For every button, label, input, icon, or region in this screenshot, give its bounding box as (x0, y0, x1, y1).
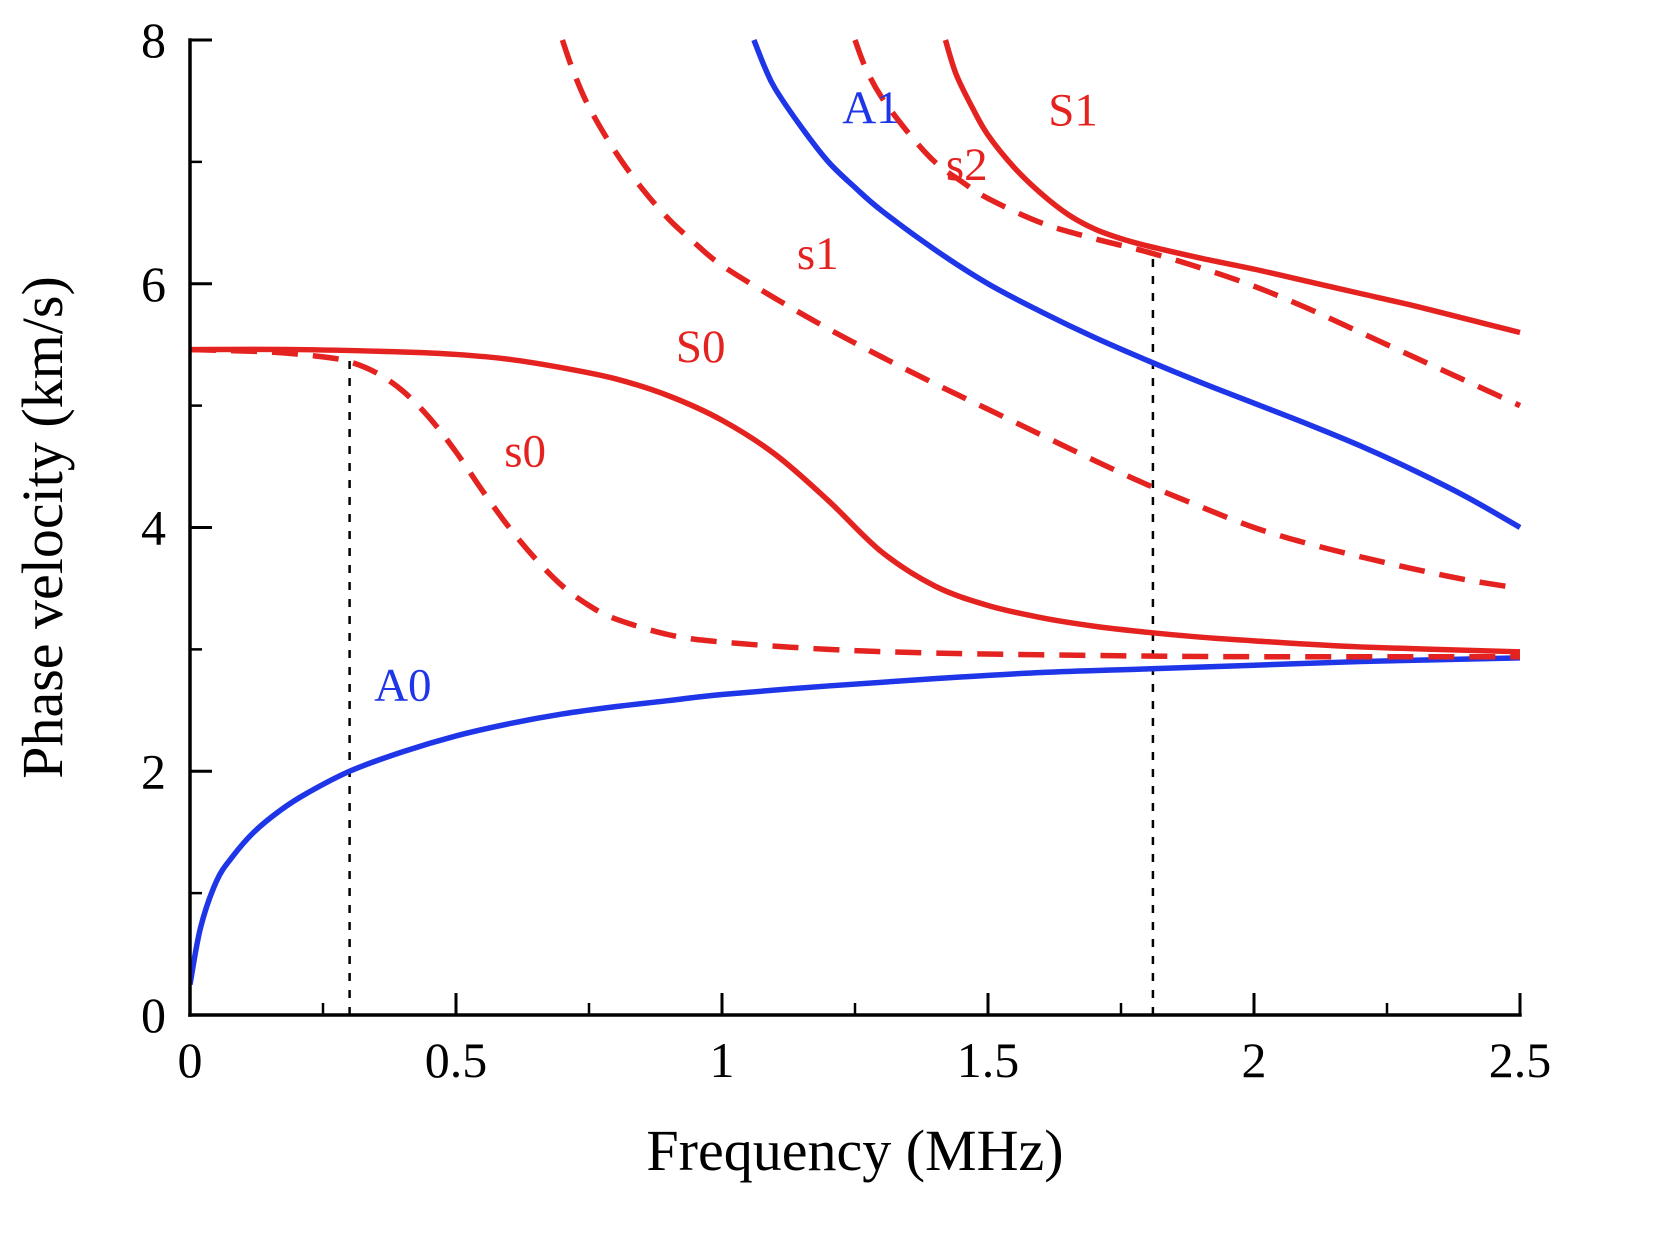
series-s1 (559, 39, 1521, 592)
curves-group (189, 38, 1522, 986)
series-A1 (751, 38, 1522, 530)
x-tick-label: 0 (178, 1032, 203, 1088)
x-tick-label: 2 (1242, 1032, 1267, 1088)
y-tick-label: 4 (141, 500, 166, 556)
y-tick-label: 2 (141, 743, 166, 799)
series-s2 (852, 39, 1522, 409)
y-tick-label: 8 (141, 12, 166, 68)
series-s0 (189, 346, 1521, 660)
x-tick-label: 1.5 (957, 1032, 1020, 1088)
series-S0 (189, 346, 1521, 655)
curve-label-s2: s2 (946, 139, 988, 191)
curve-labels: A1 S1 s2 s1 S0 s0 A0 (374, 82, 1098, 712)
curve-label-s0: s0 (504, 426, 546, 478)
curve-label-S1: S1 (1048, 84, 1098, 136)
y-tick-label: 0 (141, 987, 166, 1043)
y-axis-title: Phase velocity (km/s) (10, 276, 75, 779)
curve-label-A1: A1 (842, 82, 899, 134)
x-axis-title: Frequency (MHz) (646, 1118, 1063, 1183)
y-tick-label: 6 (141, 256, 166, 312)
x-tick-label: 1 (710, 1032, 735, 1088)
series-S1 (942, 39, 1521, 336)
series-A0 (189, 655, 1521, 986)
x-tick-label: 2.5 (1489, 1032, 1552, 1088)
curve-label-s1: s1 (797, 228, 839, 280)
x-tick-label: 0.5 (425, 1032, 488, 1088)
curve-label-S0: S0 (676, 321, 726, 373)
reference-lines (348, 247, 1155, 1015)
axes: 0 0.5 1 1.5 2 2.5 0 2 4 6 8 (141, 12, 1551, 1088)
curve-label-A0: A0 (374, 660, 431, 712)
